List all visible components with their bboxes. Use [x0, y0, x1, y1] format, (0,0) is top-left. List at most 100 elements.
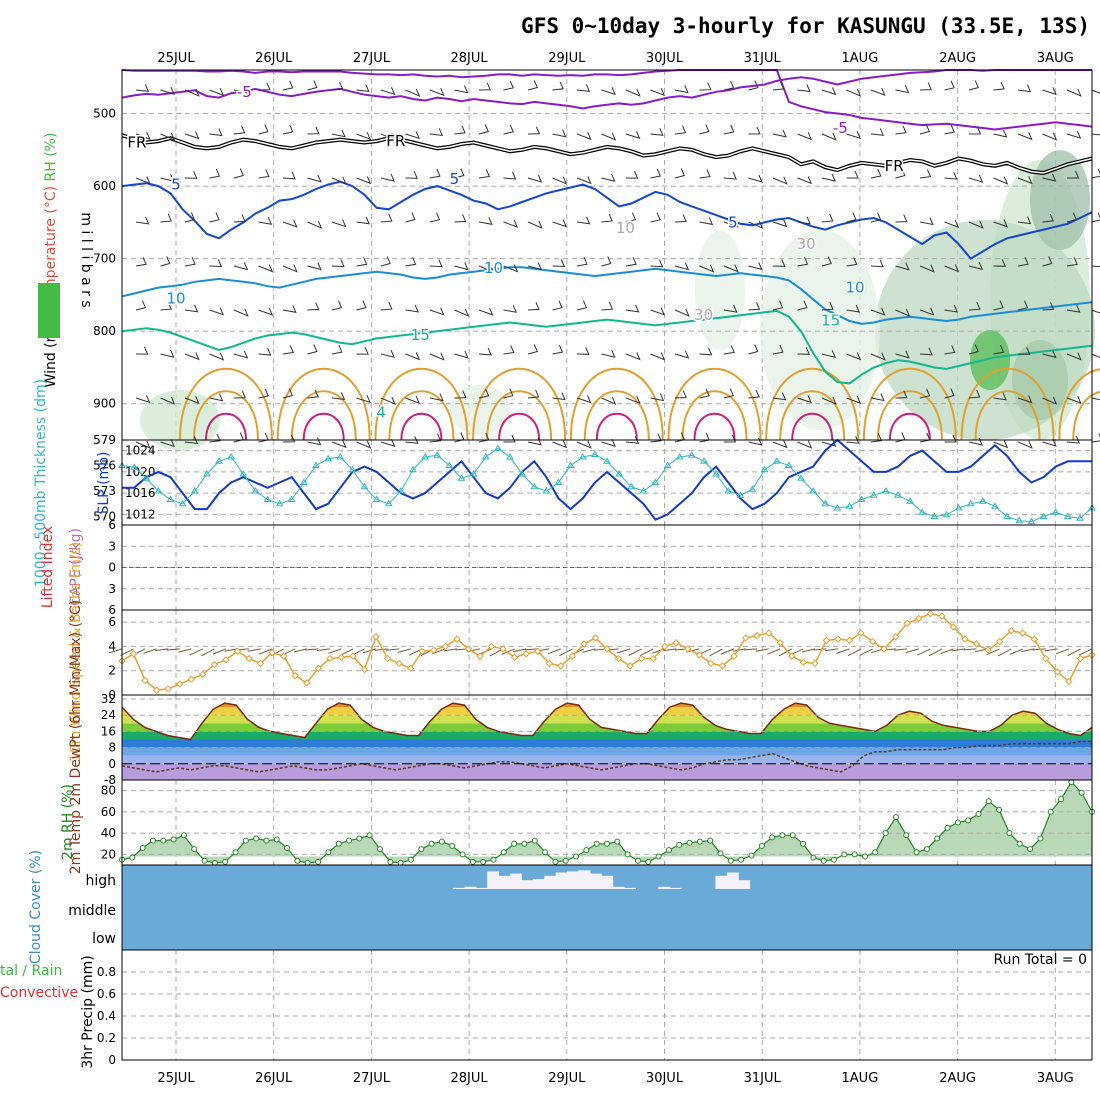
wind-speed-marker [568, 652, 577, 660]
wind-barb [1017, 347, 1031, 355]
wind-speed-marker [718, 662, 727, 670]
contour-label: 30 [797, 235, 816, 253]
high-cloud-bar [544, 875, 557, 889]
wind-barb [1017, 84, 1032, 93]
wind-tick-label: 2 [108, 664, 116, 678]
slp-tick-label: 1016 [125, 486, 156, 500]
wind-barb [527, 344, 538, 355]
rh-marker [913, 849, 920, 856]
wind-barb [1066, 435, 1080, 444]
precip-legend-rain: tal / Rain [0, 963, 62, 979]
wind-barb-10m [801, 648, 816, 653]
thickness-marker [881, 487, 890, 494]
temperature-contour-arch [974, 390, 1041, 441]
wind-speed-marker [395, 659, 403, 668]
wind-barb-10m [616, 648, 631, 654]
wind-barb [503, 80, 514, 91]
rh-marker [232, 849, 239, 856]
wind-barb [258, 169, 270, 179]
thickness-marker [324, 454, 333, 462]
wind-barb [968, 220, 984, 229]
wind-barb-10m [258, 648, 273, 655]
temp-band [122, 763, 1092, 780]
rh-marker [748, 852, 755, 859]
cloud-level-label: high [85, 873, 116, 889]
temperature-contour-arch [193, 390, 259, 441]
thickness-marker [1027, 517, 1036, 525]
wind-barb [625, 395, 641, 404]
wind-barb [160, 439, 175, 448]
wind-speed-marker [649, 654, 657, 663]
temperature-contour-arch [876, 390, 943, 441]
wind-barb [723, 264, 739, 273]
thickness-marker [481, 453, 490, 460]
wind-barb [821, 132, 837, 141]
wind-speed-marker [684, 645, 692, 653]
wind-barb [552, 440, 568, 449]
wind-barb [748, 126, 761, 135]
wind-barb [160, 349, 175, 358]
thickness-marker [954, 504, 963, 511]
wind-barb [674, 168, 685, 179]
wind-barb [1042, 438, 1057, 447]
wind-speed-marker [637, 654, 646, 663]
rh-marker [789, 832, 796, 839]
rh-marker [387, 858, 394, 865]
thickness-marker [930, 512, 939, 519]
wind-barb [993, 81, 1005, 91]
rh-marker [954, 819, 961, 826]
wind-barb [454, 125, 466, 135]
wind-barb [429, 259, 443, 268]
contour-label: 30 [694, 306, 713, 324]
thickness-marker [760, 465, 769, 473]
rh-marker [820, 857, 827, 864]
wind-barb [846, 212, 857, 223]
wind-barb-10m [1044, 648, 1058, 652]
thickness-marker [991, 502, 999, 509]
wind-barb [160, 132, 176, 141]
wind-barb [454, 85, 469, 94]
wind-speed-marker [903, 619, 911, 628]
rh-marker [170, 836, 177, 843]
isotherm-line [121, 266, 1093, 325]
rh-shading [140, 150, 1095, 450]
thickness-marker [663, 461, 672, 468]
temperature-contour-arch [205, 412, 247, 441]
wind-speed-marker [464, 645, 473, 653]
wind-barb [993, 129, 1008, 138]
date-label-top: 25JUL [157, 51, 195, 66]
wind-barb [552, 129, 567, 138]
thickness-marker [469, 470, 478, 477]
wind-barb [846, 304, 861, 313]
thickness-marker [360, 482, 369, 490]
temperature-contour-arch [569, 367, 664, 441]
wind-barb [233, 85, 248, 94]
wind-barb [821, 350, 837, 359]
temperature-contour-arch [388, 390, 455, 441]
wind-barb [160, 87, 175, 95]
wind-barb [331, 259, 345, 268]
wind-barb [797, 347, 810, 355]
isotherm-line [121, 309, 1093, 385]
wind-barb [282, 264, 298, 273]
wind-barb [258, 264, 274, 273]
wind-barb-10m [1078, 648, 1093, 656]
wind-barb [723, 219, 739, 228]
wind-barb [1017, 176, 1033, 185]
date-label-bottom: 27JUL [353, 1071, 391, 1086]
wind-barb [1017, 132, 1033, 141]
rh-marker [645, 858, 652, 865]
wind-barb [1042, 213, 1054, 223]
wind-barb [748, 220, 764, 229]
wind-barb [503, 345, 515, 355]
rh-area [122, 782, 1092, 863]
rh-marker [996, 806, 1003, 813]
wind-barb-10m [755, 648, 769, 652]
precip-legend-convective: Convective [0, 985, 78, 1001]
high-cloud-bar [510, 873, 522, 889]
wind-barb [1017, 257, 1029, 267]
rh-marker [614, 838, 621, 845]
wind-barb [503, 219, 519, 228]
wind-barb [527, 302, 540, 311]
thickness-marker [578, 453, 587, 460]
